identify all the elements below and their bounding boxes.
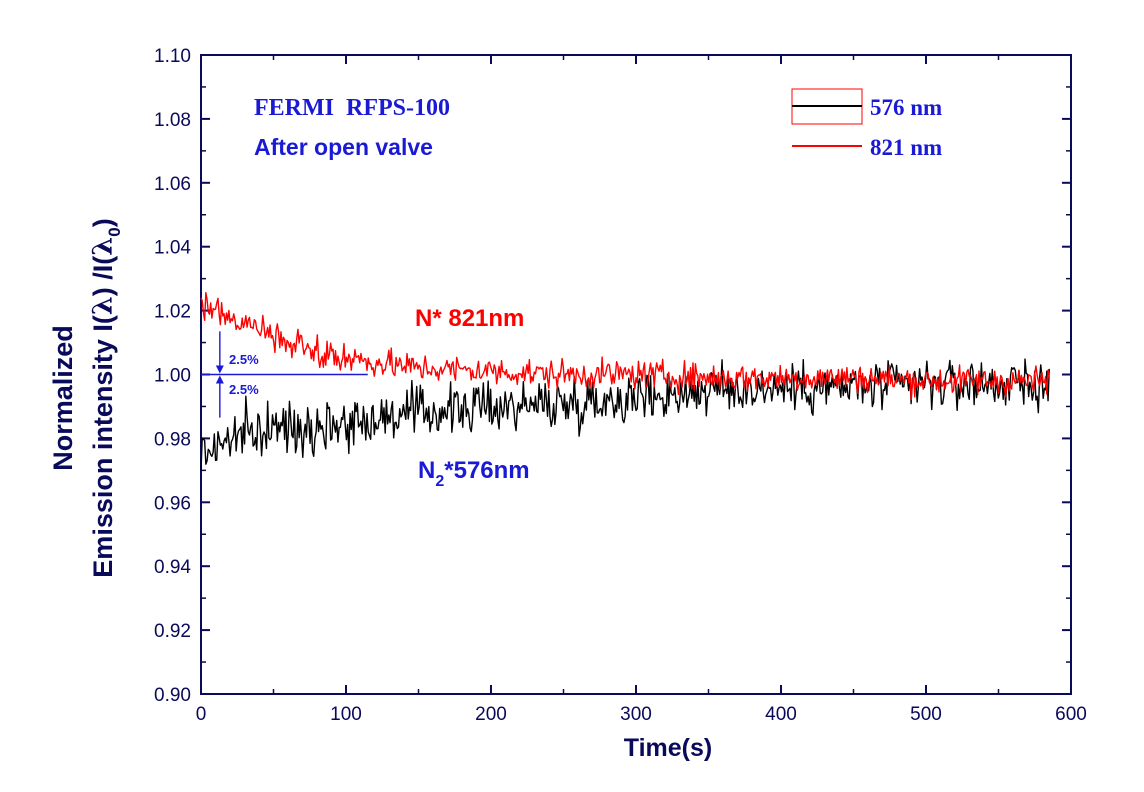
x-tick-label: 500 bbox=[910, 704, 942, 725]
y-tick-label: 1.10 bbox=[154, 46, 191, 67]
y-tick-label: 1.08 bbox=[154, 110, 191, 131]
label-576: N2*576nm bbox=[418, 457, 530, 490]
series-layer bbox=[200, 292, 1050, 471]
y-tick-label: 1.02 bbox=[154, 302, 191, 323]
y-tick-label: 0.98 bbox=[154, 429, 191, 450]
series-line-576-nm bbox=[200, 358, 1050, 471]
y-tick-label: 0.96 bbox=[154, 493, 191, 514]
x-tick-label: 600 bbox=[1055, 704, 1087, 725]
x-axis-title: Time(s) bbox=[624, 734, 712, 762]
legend-label-576: 576 nm bbox=[870, 95, 942, 120]
y-tick-label: 1.00 bbox=[154, 366, 191, 387]
y-tick-label: 0.90 bbox=[154, 685, 191, 706]
y-tick-label: 1.06 bbox=[154, 174, 191, 195]
y-tick-label: 0.94 bbox=[154, 557, 191, 578]
label-821: N* 821nm bbox=[415, 305, 524, 332]
arrow-lower-head bbox=[215, 375, 224, 384]
y-axis-title-line1: Normalized bbox=[48, 325, 78, 471]
pct-lower-label: 2.5% bbox=[229, 382, 259, 397]
x-tick-label: 400 bbox=[765, 704, 797, 725]
y-axis-title-line2: Emission intensity I(λ) /I(λ0) bbox=[88, 218, 124, 577]
x-tick-label: 100 bbox=[330, 704, 362, 725]
arrow-upper-head bbox=[215, 365, 224, 374]
legend-label-821: 821 nm bbox=[870, 135, 942, 160]
annotation-layer bbox=[201, 331, 368, 418]
x-tick-label: 200 bbox=[475, 704, 507, 725]
axis-ticks: 0 100 200 300 400 500 600 0.90 0.92 0.94 0.96 0.98 1… bbox=[154, 46, 1087, 725]
y-tick-label: 1.04 bbox=[154, 238, 191, 259]
y-axis-title: Normalized Emission intensity I(λ) /I(λ0… bbox=[48, 218, 124, 577]
chart-title-line1: FERMI RFPS-100 bbox=[254, 95, 450, 121]
x-tick-label: 0 bbox=[196, 704, 207, 725]
y-tick-label: 0.92 bbox=[154, 621, 191, 642]
pct-upper-label: 2.5% bbox=[229, 352, 259, 367]
x-tick-label: 300 bbox=[620, 704, 652, 725]
series-line-821-nm bbox=[200, 292, 1050, 401]
legend: 576 nm 821 nm bbox=[791, 88, 942, 160]
chart-title-line2: After open valve bbox=[254, 134, 433, 160]
